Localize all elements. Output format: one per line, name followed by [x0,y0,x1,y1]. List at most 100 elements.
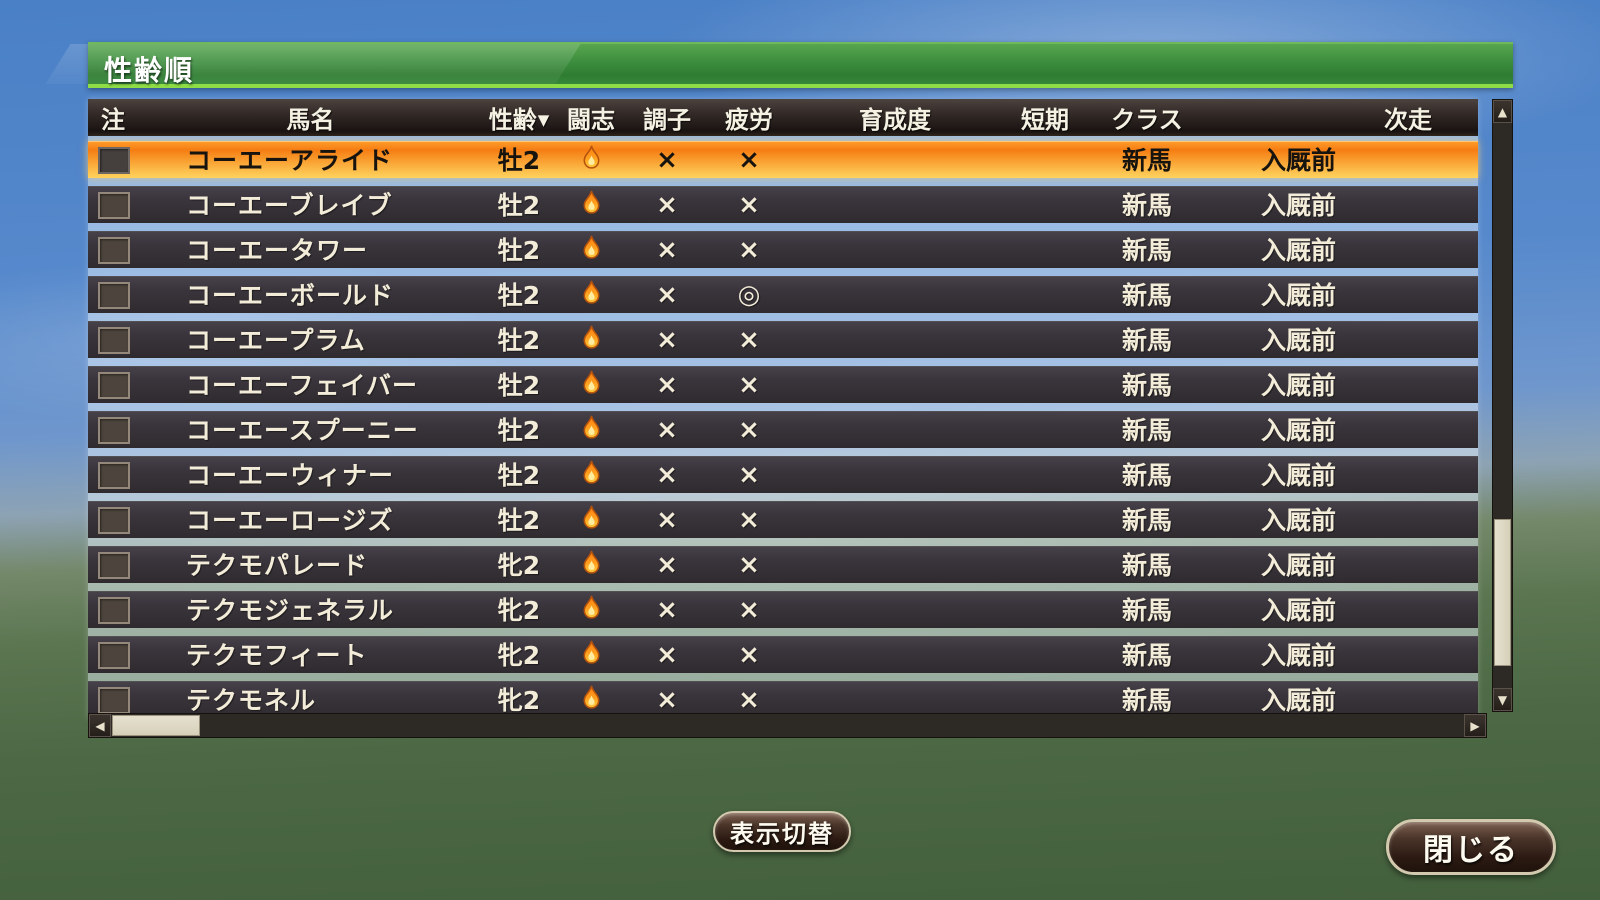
column-header-label: 性齢 [488,106,537,134]
scroll-down-button[interactable]: ▼ [1493,688,1512,711]
column-header-short_term[interactable]: 短期 [1021,100,1069,135]
cell-name-value: コーエープラム [186,325,366,355]
cell-class-value: 新馬 [1121,190,1172,220]
horse-row[interactable]: コーエーロージズ 牡2 × × 新馬 入厩前 [88,501,1478,538]
horse-row[interactable]: コーエーブレイブ 牡2 × × 新馬 入厩前 [88,186,1478,223]
cell-next_race: 入厩前 [1203,643,1336,668]
cell-next_race-value: 入厩前 [1261,505,1337,535]
cell-class-value: 新馬 [1121,460,1172,490]
cell-next_race: 入厩前 [1203,238,1336,263]
scroll-left-icon: ◀ [95,718,105,733]
note-checkbox[interactable] [98,236,130,264]
column-header-sex_age[interactable]: 性齢 ▼ [489,100,550,135]
horse-row[interactable]: テクモネル 牝2 × × 新馬 入厩前 [88,681,1478,718]
horse-row[interactable]: テクモジェネラル 牝2 × × 新馬 入厩前 [88,591,1478,628]
column-header-fatigue[interactable]: 疲労 [725,100,773,135]
horse-row[interactable]: テクモパレード 牝2 × × 新馬 入厩前 [88,546,1478,583]
scroll-left-button[interactable]: ◀ [89,714,111,737]
scroll-right-button[interactable]: ▶ [1464,714,1486,737]
cell-condition-value: × [656,415,678,445]
flame-icon [583,325,599,349]
horse-row[interactable]: コーエーアライド 牡2 × × 新馬 入厩前 [88,141,1478,178]
cell-spirit [578,235,605,265]
cell-note [88,281,138,309]
scroll-down-icon: ▼ [1497,692,1508,707]
column-header-growth[interactable]: 育成度 [859,100,931,135]
note-checkbox[interactable] [98,461,130,489]
cell-sex_age-value: 牡2 [497,145,541,175]
horizontal-scrollbar[interactable]: ◀ ▶ [88,713,1487,738]
note-checkbox[interactable] [98,191,130,219]
cell-next_race-value: 入厩前 [1261,145,1337,175]
column-header-label: 馬名 [286,106,335,134]
flame-icon [583,595,599,619]
column-header-spirit[interactable]: 闘志 [567,100,615,135]
cell-sex_age-value: 牡2 [497,415,541,445]
cell-class: 新馬 [1122,688,1172,713]
cell-fatigue-value: × [738,325,760,355]
note-checkbox[interactable] [98,641,130,669]
scroll-up-button[interactable]: ▲ [1493,100,1512,123]
cell-spirit [578,415,605,445]
column-header-next_race[interactable]: 次走 [1384,100,1478,135]
horse-row[interactable]: コーエープラム 牡2 × × 新馬 入厩前 [88,321,1478,358]
note-checkbox[interactable] [98,146,130,174]
cell-sex_age-value: 牡2 [497,505,541,535]
cell-name-value: コーエータワー [186,235,369,265]
cell-next_race-value: 入厩前 [1261,190,1337,220]
cell-fatigue: × [738,417,760,443]
cell-next_race: 入厩前 [1203,598,1336,623]
horse-row[interactable]: テクモフィート 牝2 × × 新馬 入厩前 [88,636,1478,673]
flame-icon [583,460,599,484]
note-checkbox[interactable] [98,281,130,309]
column-header-condition[interactable]: 調子 [643,100,691,135]
note-checkbox[interactable] [98,506,130,534]
vertical-scrollbar-thumb[interactable] [1494,519,1511,666]
cell-note [88,551,138,579]
cell-sex_age-value: 牡2 [497,280,541,310]
cell-condition: × [656,552,678,578]
vertical-scrollbar[interactable]: ▲ ▼ [1492,99,1513,712]
close-button-label: 閉じる [1423,833,1519,868]
cell-class-value: 新馬 [1121,550,1172,580]
close-button[interactable]: 閉じる [1386,819,1556,875]
cell-sex_age-value: 牡2 [497,460,541,490]
horizontal-scrollbar-thumb[interactable] [112,715,200,736]
sort-descending-icon: ▼ [537,110,550,129]
note-checkbox[interactable] [98,596,130,624]
cell-sex_age: 牝2 [498,688,540,713]
column-header-class[interactable]: クラス [1111,100,1183,135]
cell-sex_age: 牡2 [498,373,540,398]
cell-next_race: 入厩前 [1203,508,1336,533]
cell-condition-value: × [656,550,678,580]
cell-class: 新馬 [1122,463,1172,488]
toggle-view-button[interactable]: 表示切替 [713,811,851,852]
cell-name-value: テクモネル [186,685,317,715]
cell-class-value: 新馬 [1121,325,1172,355]
note-checkbox[interactable] [98,371,130,399]
horse-row[interactable]: コーエーウィナー 牡2 × × 新馬 入厩前 [88,456,1478,493]
note-checkbox[interactable] [98,686,130,714]
cell-class-value: 新馬 [1121,640,1172,670]
cell-sex_age-value: 牡2 [497,235,541,265]
horse-row[interactable]: コーエーフェイバー 牡2 × × 新馬 入厩前 [88,366,1478,403]
cell-next_race-value: 入厩前 [1261,550,1337,580]
cell-name: コーエーフェイバー [138,373,418,398]
column-header-label: 次走 [1384,106,1432,134]
column-header-note[interactable]: 注 [101,100,125,135]
cell-name: コーエーブレイブ [138,193,393,218]
cell-class-value: 新馬 [1121,685,1172,715]
cell-class: 新馬 [1122,238,1172,263]
horse-row[interactable]: コーエータワー 牡2 × × 新馬 入厩前 [88,231,1478,268]
horse-row[interactable]: コーエースプーニー 牡2 × × 新馬 入厩前 [88,411,1478,448]
note-checkbox[interactable] [98,326,130,354]
cell-fatigue: × [738,327,760,353]
column-header-name[interactable]: 馬名 [287,100,335,135]
note-checkbox[interactable] [98,416,130,444]
cell-spirit [578,190,605,220]
cell-note [88,146,138,174]
cell-name-value: テクモパレード [186,550,369,580]
toggle-view-button-label: 表示切替 [730,820,834,848]
note-checkbox[interactable] [98,551,130,579]
horse-row[interactable]: コーエーボールド 牡2 × ◎ 新馬 入厩前 [88,276,1478,313]
